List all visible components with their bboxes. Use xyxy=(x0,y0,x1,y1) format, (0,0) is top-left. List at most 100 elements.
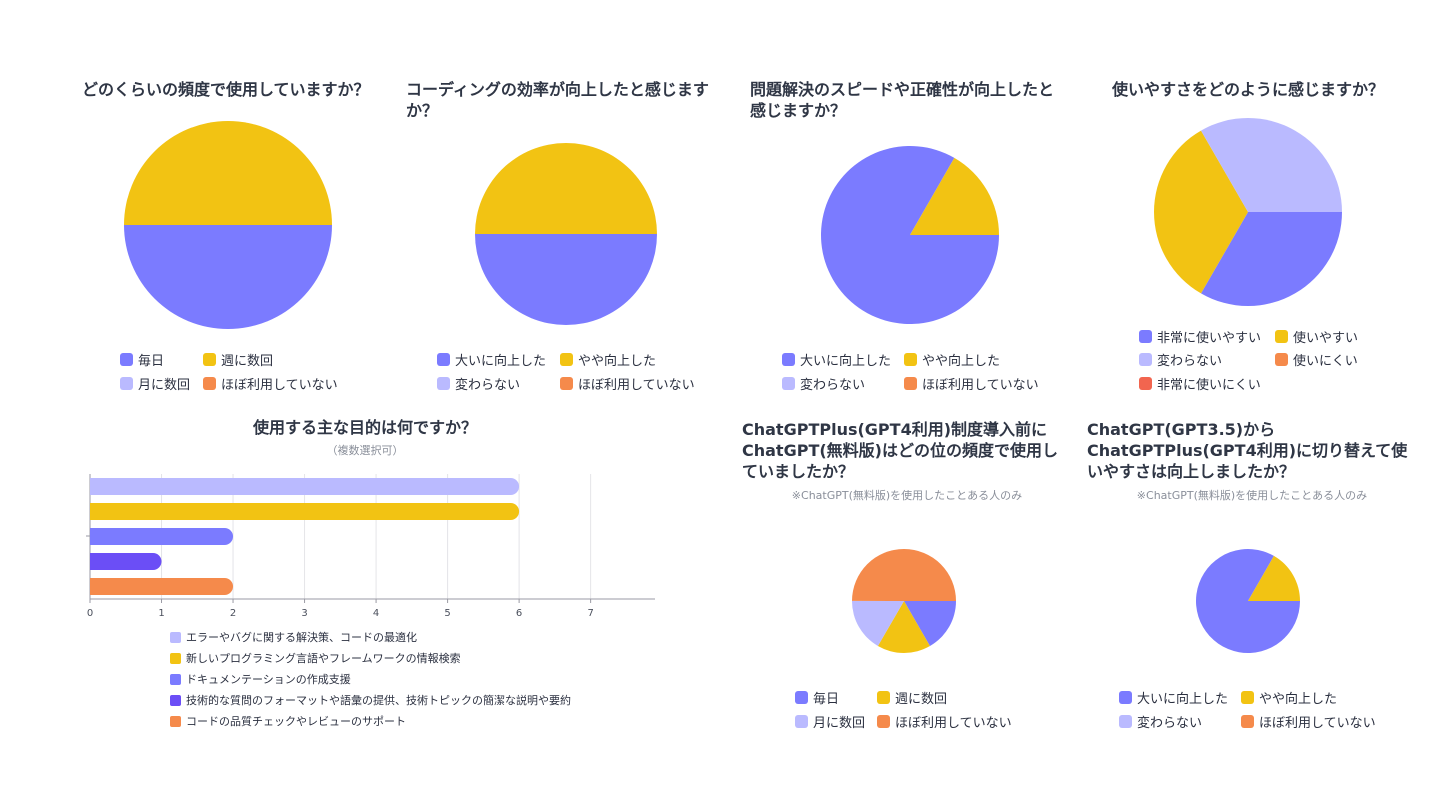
legend-item: 使いやすい xyxy=(1275,327,1358,346)
pie-subtitle: ※ChatGPT(無料版)を使用したことある人のみ xyxy=(1136,489,1368,502)
legend-item: 新しいプログラミング言語やフレームワークの情報検索 xyxy=(170,650,461,666)
legend-swatch xyxy=(203,377,216,390)
legend-swatch xyxy=(170,673,181,685)
legend-swatch xyxy=(120,353,133,366)
pie-slice xyxy=(821,146,1000,324)
legend-swatch xyxy=(795,715,808,728)
legend-label: 週に数回 xyxy=(895,692,948,707)
legend-item: 週に数回 xyxy=(203,350,273,369)
pie-title: 使いやすさをどのように感じますか？ xyxy=(1111,80,1384,99)
legend-item: ほぼ利用していない xyxy=(877,712,1012,731)
legend-swatch xyxy=(1139,353,1152,366)
legend-label: ほぼ利用していない xyxy=(1259,716,1376,731)
legend-item: やや向上した xyxy=(560,350,656,369)
pie-title: コーディングの効率が向上したと感じますか？ xyxy=(406,80,709,120)
legend-label: 技術的な質問のフォーマットや語彙の提供、技術トピックの簡潔な説明や要約 xyxy=(186,694,571,707)
legend-swatch xyxy=(904,377,917,390)
pie-title: どのくらいの頻度で使用していますか？ xyxy=(82,80,370,99)
pie-chart xyxy=(124,121,332,329)
legend-item: やや向上した xyxy=(1241,688,1337,707)
pie-subtitle: ※ChatGPT(無料版)を使用したことある人のみ xyxy=(791,489,1023,502)
legend-swatch xyxy=(1275,330,1288,343)
legend-swatch xyxy=(877,691,890,704)
pie-chart xyxy=(1154,118,1342,306)
legend-swatch xyxy=(1241,715,1254,728)
pie-slice xyxy=(124,225,332,329)
legend-item: 週に数回 xyxy=(877,688,947,707)
legend-item: 毎日 xyxy=(795,688,839,707)
legend-item: コードの品質チェックやレビューのサポート xyxy=(170,713,406,729)
legend-item: エラーやバグに関する解決策、コードの最適化 xyxy=(170,629,417,645)
legend-label: 毎日 xyxy=(138,354,165,369)
bar-subtitle: （複数選択可） xyxy=(326,444,404,457)
x-tick-label: 2 xyxy=(230,608,236,619)
legend-label: やや向上した xyxy=(1259,692,1338,707)
legend-item: 変わらない xyxy=(437,374,520,393)
pie-chart xyxy=(475,143,657,325)
legend-item: ほぼ利用していない xyxy=(560,374,695,393)
bar xyxy=(90,553,162,570)
legend-label: 新しいプログラミング言語やフレームワークの情報検索 xyxy=(186,652,461,665)
legend-label: 週に数回 xyxy=(221,354,274,369)
legend-swatch xyxy=(782,353,795,366)
legend-label: ほぼ利用していない xyxy=(895,716,1012,731)
legend-label: 非常に使いやすい xyxy=(1157,331,1262,346)
pie-title: ChatGPTPlus(GPT4利用)制度導入前にChatGPT(無料版)はどの… xyxy=(742,420,1058,481)
legend-item: ドキュメンテーションの作成支援 xyxy=(170,671,351,687)
legend-swatch xyxy=(877,715,890,728)
legend-swatch xyxy=(203,353,216,366)
bar xyxy=(90,578,234,595)
bar xyxy=(90,478,520,495)
legend-label: ほぼ利用していない xyxy=(221,378,338,393)
legend-swatch xyxy=(437,353,450,366)
pie-slice xyxy=(904,601,956,647)
pie-slice xyxy=(475,143,657,234)
legend-item: ほぼ利用していない xyxy=(904,374,1039,393)
x-tick-label: 6 xyxy=(516,608,522,619)
x-tick-label: 0 xyxy=(87,608,93,619)
pie-slice xyxy=(852,548,956,601)
legend-label: コードの品質チェックやレビューのサポート xyxy=(186,715,406,728)
legend-item: 非常に使いにくい xyxy=(1139,374,1261,393)
legend-swatch xyxy=(170,631,181,643)
bar xyxy=(90,503,520,520)
x-tick-label: 5 xyxy=(444,608,450,619)
legend-item: 変わらない xyxy=(782,374,865,393)
legend-item: ほぼ利用していない xyxy=(203,374,338,393)
legend-label: 月に数回 xyxy=(138,378,191,393)
pie-slice xyxy=(1154,130,1248,294)
legend-label: 大いに向上した xyxy=(455,354,547,369)
legend-label: 大いに向上した xyxy=(800,354,892,369)
pie-slice xyxy=(1248,555,1300,601)
legend-item: 変わらない xyxy=(1119,712,1202,731)
legend-swatch xyxy=(1119,691,1132,704)
pie-slice xyxy=(852,600,904,646)
legend-label: 非常に使いにくい xyxy=(1157,378,1261,393)
pie-slice xyxy=(910,157,999,235)
legend-swatch xyxy=(1275,353,1288,366)
legend-item: 非常に使いやすい xyxy=(1139,327,1261,346)
legend-label: ほぼ利用していない xyxy=(578,378,695,393)
legend-swatch xyxy=(437,377,450,390)
pie-chart xyxy=(852,548,956,654)
legend-label: 変わらない xyxy=(1137,716,1203,731)
x-tick-label: 3 xyxy=(301,608,307,619)
legend-item: 月に数回 xyxy=(795,712,865,731)
x-tick-label: 4 xyxy=(373,608,379,619)
legend-label: 大いに向上した xyxy=(1137,692,1229,707)
pie-slice xyxy=(877,601,930,654)
legend-item: 大いに向上した xyxy=(1119,688,1228,707)
legend-swatch xyxy=(782,377,795,390)
legend-label: 使いやすい xyxy=(1293,331,1359,346)
legend-label: 毎日 xyxy=(813,692,840,707)
pie-title: ChatGPT(GPT3.5)からChatGPTPlus(GPT4利用)に切り替… xyxy=(1087,420,1408,481)
legend-item: やや向上した xyxy=(904,350,1000,369)
legend-label: やや向上した xyxy=(922,354,1001,369)
legend-label: 使いにくい xyxy=(1293,354,1358,369)
x-tick-label: 7 xyxy=(587,608,593,619)
legend-swatch xyxy=(1139,377,1152,390)
pie-chart xyxy=(821,146,1000,324)
legend-item: 変わらない xyxy=(1139,350,1222,369)
legend-swatch xyxy=(170,694,181,706)
legend-swatch xyxy=(560,353,573,366)
